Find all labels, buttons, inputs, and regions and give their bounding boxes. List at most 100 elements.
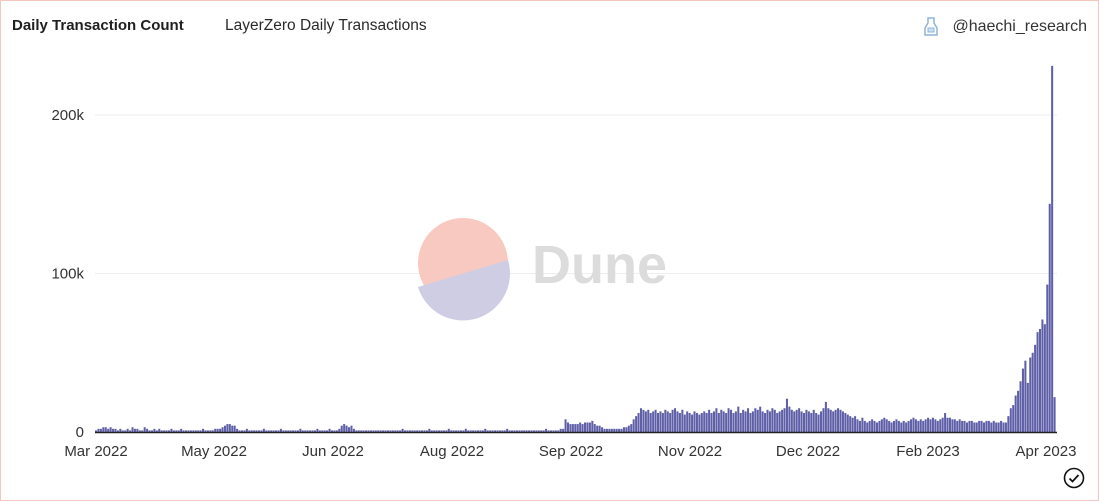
bar <box>635 416 638 432</box>
check-circle-icon[interactable] <box>1063 467 1085 489</box>
bar <box>910 419 913 432</box>
bar <box>834 409 837 432</box>
bar <box>197 430 200 432</box>
bar <box>131 427 134 432</box>
bar <box>749 412 752 432</box>
bar <box>260 430 263 432</box>
bar <box>435 430 438 432</box>
bar <box>304 430 307 432</box>
bar <box>238 430 241 432</box>
bar <box>520 430 523 432</box>
bar <box>146 428 149 432</box>
dune-watermark: Dune <box>418 218 667 321</box>
bar <box>430 430 433 432</box>
bar <box>1017 390 1020 432</box>
bar <box>277 430 280 432</box>
bar <box>742 409 745 432</box>
bar <box>340 425 343 432</box>
bar <box>467 430 470 432</box>
bar <box>892 420 896 432</box>
bar <box>783 408 786 432</box>
bar <box>1000 420 1003 432</box>
bar <box>603 428 606 432</box>
bar <box>936 420 939 432</box>
bar <box>284 430 287 432</box>
bar <box>279 428 282 432</box>
bar <box>406 430 409 432</box>
bar <box>399 430 402 432</box>
bar <box>851 417 854 432</box>
bar <box>637 412 640 432</box>
bar <box>372 430 375 432</box>
x-tick-label: Nov 2022 <box>658 443 722 460</box>
bar <box>299 428 302 432</box>
bar <box>552 430 555 432</box>
bar <box>768 411 771 432</box>
bar <box>403 430 407 432</box>
bar <box>693 411 696 432</box>
bar <box>939 419 942 432</box>
bar <box>289 430 292 432</box>
bar <box>442 430 445 432</box>
bar <box>1002 422 1005 432</box>
bar <box>1048 203 1051 432</box>
bar <box>564 419 567 432</box>
bar <box>165 430 168 432</box>
bar <box>839 409 842 432</box>
bar <box>102 427 105 432</box>
bar <box>493 430 497 432</box>
bar <box>447 428 450 432</box>
bar <box>294 430 297 432</box>
bar <box>956 420 959 432</box>
bar <box>530 430 533 432</box>
bar <box>703 411 706 432</box>
bar <box>104 427 107 432</box>
bar <box>739 412 742 432</box>
bar <box>501 430 504 432</box>
bar <box>856 419 859 432</box>
bar <box>975 422 978 432</box>
dune-logo-lower <box>418 260 510 321</box>
bar <box>301 430 304 432</box>
bar <box>754 408 757 432</box>
bar <box>751 411 754 432</box>
bar <box>262 428 265 432</box>
bar <box>620 428 623 432</box>
bar <box>107 428 110 432</box>
bar <box>194 430 197 432</box>
bar <box>421 430 424 432</box>
bar <box>968 420 971 432</box>
bar <box>652 411 655 432</box>
bar <box>116 430 119 432</box>
bar <box>357 430 360 432</box>
bar <box>95 430 98 432</box>
bar <box>802 412 806 432</box>
author-link[interactable]: @haechi_research <box>920 16 1087 38</box>
bar <box>155 430 158 432</box>
bar <box>172 430 175 432</box>
bar <box>674 408 677 432</box>
bar <box>452 430 455 432</box>
bar <box>761 411 764 432</box>
bar <box>669 412 672 432</box>
bar <box>1053 397 1056 432</box>
bar <box>309 430 312 432</box>
bar <box>644 411 647 432</box>
bar <box>990 422 993 432</box>
bar <box>861 417 864 432</box>
bar <box>472 430 475 432</box>
bar <box>785 398 788 432</box>
bar <box>605 428 608 432</box>
bar <box>766 409 769 432</box>
bar <box>129 430 132 432</box>
bar <box>678 412 681 432</box>
bar <box>764 412 767 432</box>
bar <box>627 425 630 432</box>
bar <box>189 430 192 432</box>
bar <box>223 425 226 432</box>
bar <box>333 430 336 432</box>
bar <box>584 422 587 432</box>
bar <box>537 430 540 432</box>
bar <box>287 430 290 432</box>
x-tick-label: Jun 2022 <box>302 443 364 460</box>
